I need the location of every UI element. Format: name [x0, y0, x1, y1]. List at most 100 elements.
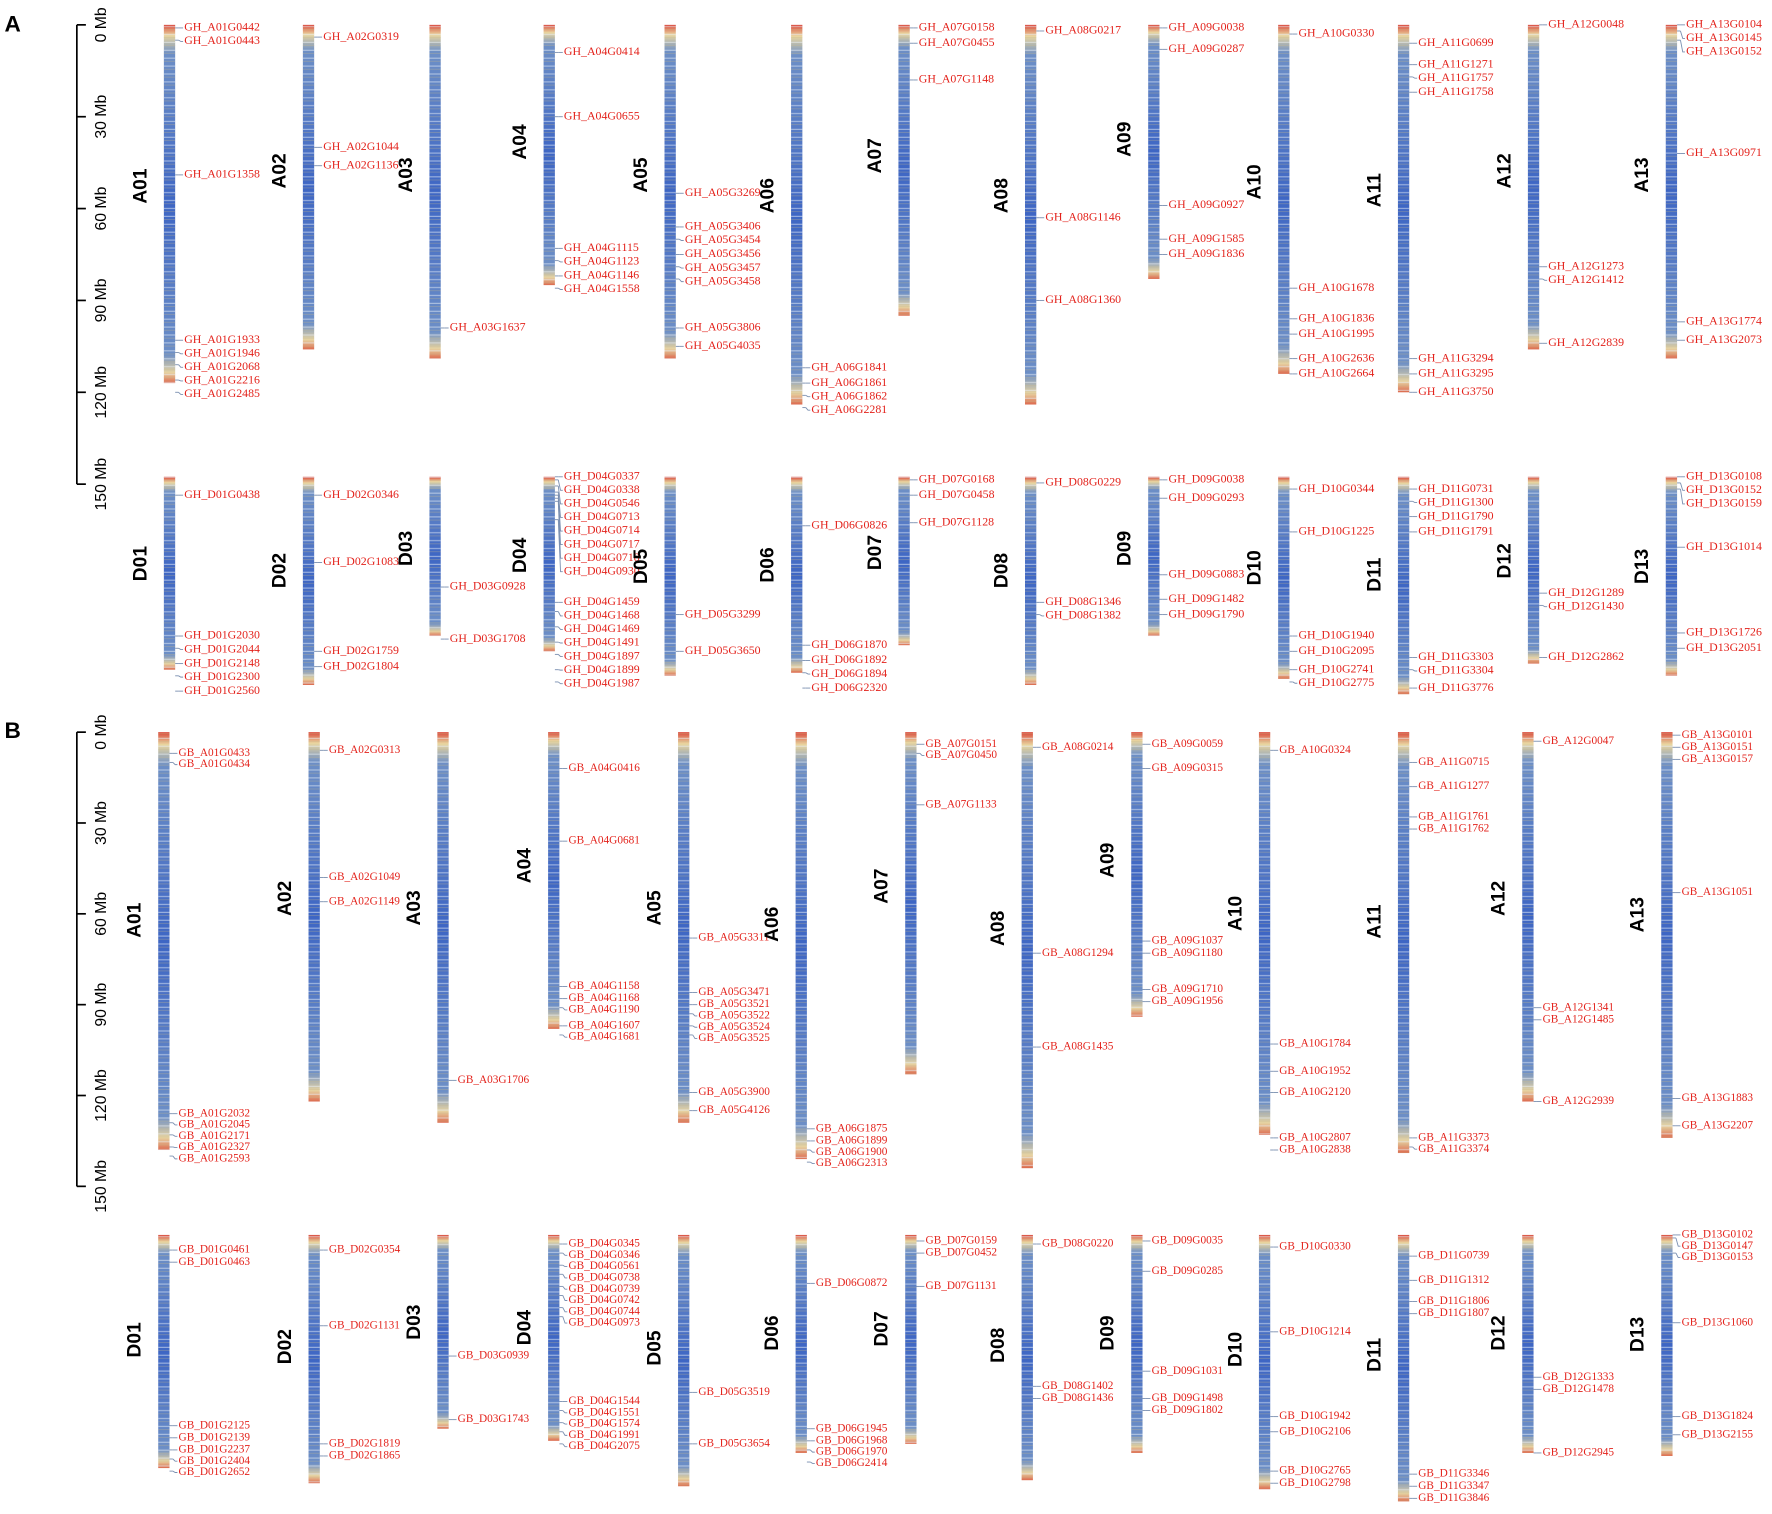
gene-label: GH_D13G0108: [1686, 469, 1762, 483]
chromosome-name: A04: [515, 848, 536, 884]
gene-label: GB_D13G0147: [1682, 1240, 1754, 1252]
gene-connector: [1039, 614, 1045, 617]
gene-label: GB_D03G1743: [458, 1413, 530, 1425]
gene-label: GH_A06G1841: [811, 360, 887, 374]
gene-label: GB_D02G0354: [329, 1244, 401, 1256]
gene-label: GH_D08G0229: [1045, 475, 1121, 489]
gene-label: GB_A04G1190: [568, 1004, 639, 1016]
gene-connector: [678, 238, 684, 241]
chromosome-name: D10: [1225, 1332, 1246, 1367]
gene-connector: [809, 1149, 815, 1153]
gene-connector: [172, 1134, 178, 1137]
gene-label: GB_A12G2939: [1543, 1095, 1615, 1107]
gene-label: GB_A11G1761: [1418, 811, 1489, 823]
gene-connector: [805, 394, 811, 398]
gene-label: GH_D04G1897: [564, 648, 640, 662]
gene-label: GH_A04G1123: [564, 254, 639, 268]
gene-label: GB_A10G2120: [1279, 1086, 1351, 1098]
gene-connector: [1542, 278, 1548, 281]
gene-connector: [558, 287, 563, 290]
chromosome-name: A07: [865, 138, 886, 173]
chromosome-density: [163, 24, 176, 384]
chromosome-density: [429, 476, 441, 637]
chromosome-name: A09: [1115, 122, 1136, 157]
gene-label: GB_D03G0939: [458, 1350, 530, 1362]
gene-label: GB_D09G0035: [1152, 1235, 1224, 1247]
gene-label: GB_D01G2404: [179, 1455, 251, 1467]
gene-connector: [562, 1443, 568, 1448]
gene-label: GB_A01G2032: [179, 1107, 251, 1119]
chromosome-name: D03: [396, 531, 417, 566]
gene-label: GH_D13G1014: [1686, 539, 1762, 553]
chromosome-density: [163, 476, 176, 670]
gene-label: GH_D04G0338: [564, 482, 640, 496]
chromosome-name: D04: [515, 1310, 536, 1346]
gene-label: GB_A05G3900: [698, 1086, 770, 1098]
gene-label: GH_D04G1469: [564, 621, 640, 635]
chromosome-density: [1131, 732, 1143, 1017]
chromosome-name: A11: [1364, 173, 1385, 207]
gene-connector: [562, 1410, 568, 1414]
chromosome-name: D07: [872, 1311, 893, 1346]
gene-connector: [172, 1122, 178, 1126]
gene-label: GH_A05G3457: [685, 260, 761, 274]
chromosome-density: [678, 1234, 690, 1487]
gene-label: GB_A03G1706: [458, 1074, 530, 1086]
gene-label: GH_D10G2095: [1298, 643, 1374, 657]
gene-label: GB_A01G2327: [179, 1141, 251, 1153]
gene-label: GH_A10G1678: [1298, 280, 1374, 294]
gene-label: GB_D04G0738: [568, 1272, 640, 1284]
gene-label: GB_A01G2045: [179, 1119, 251, 1131]
gene-label: GH_D11G1791: [1418, 524, 1493, 538]
chromosome-name: A03: [404, 890, 425, 925]
gene-label: GB_D04G0744: [568, 1305, 640, 1317]
gene-label: GB_D13G2155: [1682, 1428, 1754, 1440]
gene-label: GB_A13G1883: [1682, 1092, 1754, 1104]
gene-label: GB_D11G3346: [1418, 1468, 1489, 1480]
chromosome-density: [308, 1234, 320, 1484]
gene-connector: [1412, 669, 1418, 672]
gene-connector: [178, 39, 184, 42]
gene-label: GB_D08G1402: [1042, 1380, 1114, 1392]
gene-label: GH_D06G1894: [811, 666, 887, 680]
chromosome-density: [437, 732, 449, 1123]
gene-label: GB_D04G1991: [568, 1429, 639, 1441]
gene-label: GH_D04G0714: [564, 523, 640, 537]
gene-label: GH_D11G1790: [1418, 508, 1493, 522]
gene-label: GH_D04G0930: [564, 563, 640, 577]
gene-label: GH_D04G0717: [564, 536, 640, 550]
gene-label: GB_A04G0416: [568, 762, 640, 774]
chromosome-density: [1021, 732, 1033, 1169]
chromosome-density: [795, 1234, 807, 1453]
gene-label: GH_A05G3406: [685, 219, 761, 233]
gene-label: GB_D01G2139: [179, 1431, 251, 1443]
gene-connector: [562, 1286, 568, 1290]
chromosome-name: A09: [1098, 843, 1119, 878]
gene-label: GH_A13G0145: [1686, 30, 1762, 44]
gene-label: GB_D13G0102: [1682, 1229, 1754, 1241]
chromosome-density: [678, 732, 690, 1123]
gene-label: GB_A09G1037: [1152, 935, 1224, 947]
chromosome-name: A02: [275, 881, 296, 916]
gene-label: GH_D10G1940: [1298, 628, 1374, 642]
gene-label: GB_A13G0151: [1682, 741, 1753, 753]
gene-connector: [172, 1458, 178, 1462]
scale-tick-label: 150 Mb: [93, 458, 110, 511]
chromosome-name: A10: [1245, 164, 1266, 199]
scale-tick-label: 60 Mb: [93, 892, 110, 936]
gene-label: GH_A05G3458: [685, 273, 761, 287]
gene-label: GH_D04G1459: [564, 594, 640, 608]
chromosome-density: [898, 476, 910, 646]
gene-label: GB_A05G3522: [698, 1010, 770, 1022]
gene-label: GH_A01G0442: [184, 20, 260, 34]
gene-label: GB_D08G1436: [1042, 1392, 1114, 1404]
gene-label: GB_A09G0315: [1152, 762, 1224, 774]
gene-connector: [809, 1449, 815, 1453]
gene-label: GB_D06G1945: [816, 1422, 888, 1434]
gene-label: GH_A08G0217: [1045, 23, 1121, 37]
gene-label: GH_D06G0826: [811, 518, 887, 532]
chromosome-density: [1661, 732, 1673, 1138]
gene-label: GH_A05G3456: [685, 246, 761, 260]
